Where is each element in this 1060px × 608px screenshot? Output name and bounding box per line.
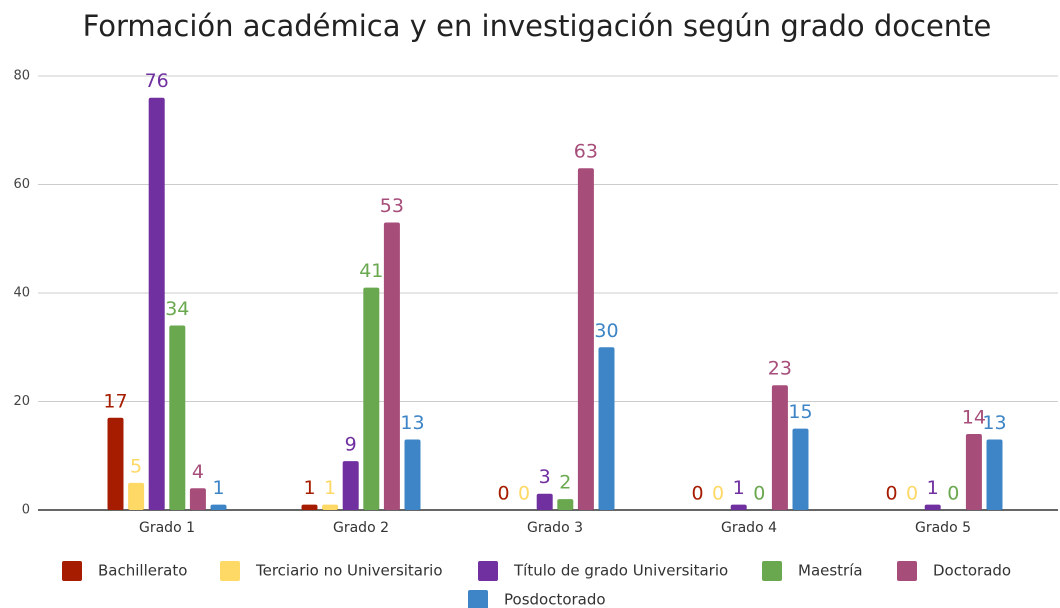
legend-label: Terciario no Universitario	[255, 562, 443, 580]
bar	[730, 504, 747, 510]
bar	[322, 504, 339, 510]
data-label: 17	[103, 390, 127, 412]
legend-swatch	[762, 561, 782, 581]
data-label: 0	[906, 483, 918, 505]
data-label: 15	[788, 401, 812, 423]
y-tick-label: 60	[13, 177, 30, 192]
data-label: 0	[753, 483, 765, 505]
data-label: 1	[303, 477, 315, 499]
data-label: 14	[962, 407, 986, 429]
bar	[169, 325, 186, 510]
data-label: 1	[212, 477, 224, 499]
data-label: 1	[324, 477, 336, 499]
y-tick-label: 20	[13, 394, 30, 409]
legend-label: Doctorado	[933, 562, 1011, 580]
bar	[965, 434, 982, 510]
x-tick-label: Grado 2	[333, 520, 389, 536]
y-tick-label: 80	[13, 69, 30, 84]
bar	[771, 385, 788, 510]
data-label: 5	[130, 455, 142, 477]
bar	[577, 168, 594, 510]
bar	[986, 439, 1003, 510]
x-tick-label: Grado 4	[721, 520, 777, 536]
bar	[210, 504, 227, 510]
bar	[598, 347, 615, 510]
data-label: 9	[345, 434, 357, 456]
x-tick-label: Grado 5	[915, 520, 971, 536]
data-label: 0	[518, 483, 530, 505]
data-label: 53	[380, 195, 404, 217]
data-label: 4	[192, 461, 204, 483]
legend-label: Posdoctorado	[504, 591, 606, 608]
bar	[383, 222, 400, 510]
bar	[301, 504, 318, 510]
bar	[342, 461, 359, 510]
legend-label: Bachillerato	[98, 562, 187, 580]
data-label: 13	[982, 412, 1006, 434]
legend-swatch	[220, 561, 240, 581]
bar	[924, 504, 941, 510]
bar	[189, 488, 206, 510]
chart-title: Formación académica y en investigación s…	[83, 9, 992, 43]
data-label: 3	[539, 466, 551, 488]
data-label: 13	[400, 412, 424, 434]
x-tick-label: Grado 3	[527, 520, 583, 536]
x-tick-label: Grado 1	[139, 520, 195, 536]
data-label: 1	[733, 477, 745, 499]
data-label: 2	[559, 472, 571, 494]
data-label: 0	[885, 483, 897, 505]
data-label: 0	[947, 483, 959, 505]
data-label: 0	[712, 483, 724, 505]
data-label: 30	[594, 320, 618, 342]
data-label: 76	[145, 70, 169, 92]
legend-label: Maestría	[798, 562, 863, 580]
legend-swatch	[897, 561, 917, 581]
bar	[404, 439, 421, 510]
bar	[128, 482, 145, 510]
data-label: 1	[927, 477, 939, 499]
y-tick-label: 40	[13, 286, 30, 301]
y-tick-label: 0	[22, 503, 30, 518]
data-label: 41	[359, 260, 383, 282]
bar	[107, 417, 124, 510]
data-label: 0	[691, 483, 703, 505]
legend-swatch	[478, 561, 498, 581]
bar	[557, 499, 574, 510]
data-label: 63	[574, 141, 598, 163]
data-label: 34	[165, 298, 189, 320]
legend-label: Título de grado Universitario	[513, 562, 728, 580]
bar	[536, 493, 553, 510]
bar	[792, 428, 809, 510]
data-label: 0	[497, 483, 509, 505]
bar	[363, 287, 380, 510]
legend-swatch	[62, 561, 82, 581]
legend-swatch	[468, 590, 488, 608]
bar	[148, 97, 165, 510]
data-label: 23	[768, 358, 792, 380]
